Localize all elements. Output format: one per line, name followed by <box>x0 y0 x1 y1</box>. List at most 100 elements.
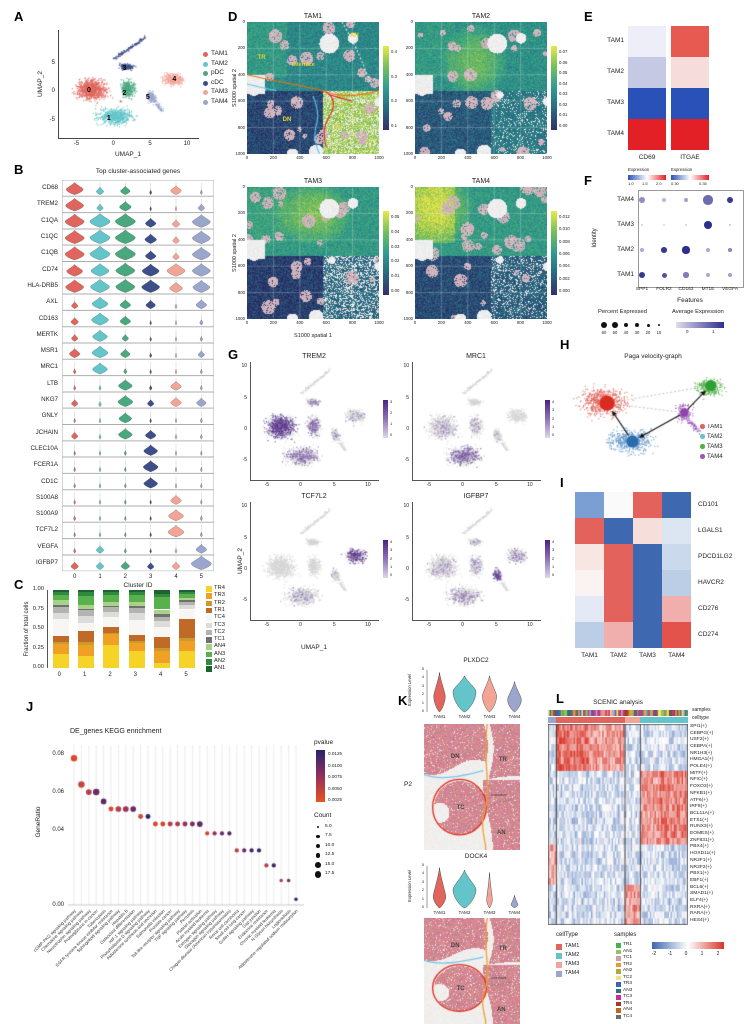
i-row-label: PDCD1LG2 <box>698 552 733 560</box>
celltype-annotation-segment <box>640 717 688 723</box>
gene-label: C1QB <box>41 249 58 257</box>
b-x-tick: 4 <box>174 574 178 581</box>
a-legend-dot <box>203 52 208 57</box>
panel-label-h: H <box>560 337 570 352</box>
d-colorbar-tick: 0.05 <box>391 214 400 219</box>
f-row-label: TAM2 <box>617 245 634 253</box>
c-bar-segment <box>128 607 145 614</box>
k-x-category: TAM1 <box>433 714 446 719</box>
g-colorbar-tick: 3 <box>552 547 555 553</box>
g-colorbar-tick: 3 <box>390 399 393 404</box>
panel-label-i: I <box>560 475 564 490</box>
c-y-tick: 0.00 <box>32 664 44 670</box>
g-x-tick: 10 <box>527 622 533 628</box>
cluster-id-label: 2 <box>122 90 127 98</box>
c-bar-segment <box>154 590 170 594</box>
c-legend-swatch <box>206 666 212 672</box>
c-legend-label: TC2 <box>214 628 225 635</box>
violin-row-box <box>62 277 214 294</box>
violin-shape <box>73 450 76 456</box>
g-title-trem2: TREM2 <box>302 353 326 360</box>
violin-shape <box>167 525 185 538</box>
violin-shape <box>192 279 210 293</box>
violin-shape <box>149 515 152 521</box>
f-dot <box>639 247 645 253</box>
e-legend-tick: 2.0 <box>656 181 662 186</box>
violin-shape <box>99 418 101 424</box>
gene-label: C1QC <box>40 233 58 241</box>
j-count-legend-tick: 15.0 <box>325 861 335 867</box>
j-count-legend-tick: 5.0 <box>325 823 332 829</box>
violin-shape <box>195 543 207 554</box>
c-bar-segment <box>78 604 94 609</box>
c-y-axis <box>47 590 48 668</box>
k-title-plxdc2: PLXDC2 <box>463 657 489 664</box>
violin-shape <box>149 352 152 359</box>
violin-shape <box>71 431 78 440</box>
c-y-tick: 0.50 <box>32 625 44 631</box>
c-bar-segment <box>179 600 196 602</box>
c-bar-segment <box>128 602 145 607</box>
i-heatmap-cell <box>633 596 662 622</box>
violin-shape <box>115 245 136 261</box>
violin-shape <box>175 352 177 358</box>
g-y-tick: 10 <box>403 503 409 510</box>
g-y-tick: -5 <box>404 456 409 463</box>
i-heatmap-cell <box>575 518 604 544</box>
j-pvalue-tick: 0.0025 <box>328 797 343 802</box>
c-legend-swatch <box>206 622 212 628</box>
d-colorbar-tick: 0.2 <box>391 98 397 104</box>
l-scale-tick: 0 <box>684 951 688 957</box>
d-colorbar-tick: 0.02 <box>391 258 400 264</box>
f-dot <box>683 272 689 278</box>
g-colorbar-tick: 0 <box>552 572 555 577</box>
g-x-tick: 10 <box>365 622 371 628</box>
k-x-category: TAM3 <box>483 910 496 915</box>
l-sample-label: TC3 <box>623 994 633 999</box>
e-col-label: CD69 <box>638 154 656 161</box>
l-sample-swatch <box>616 943 621 948</box>
c-legend-label: AN1 <box>214 665 226 672</box>
violin-shape <box>198 350 205 358</box>
a-legend-dot <box>203 99 208 105</box>
c-bar-segment <box>78 610 94 616</box>
j-pvalue-gradient <box>316 750 325 802</box>
c-bar-segment <box>52 618 69 637</box>
histology-image-1 <box>424 724 520 850</box>
gene-label: IGFBP7 <box>35 559 58 567</box>
g-x-tick: 0 <box>299 622 302 628</box>
violin-shape <box>145 217 157 228</box>
j-pvalue-tick: 0.0100 <box>328 762 343 768</box>
a-y-tick: 5 <box>51 59 55 66</box>
f-dot <box>683 197 689 203</box>
g-colorbar <box>545 540 550 578</box>
l-sample-swatch <box>616 949 621 954</box>
violin-row-box <box>62 375 214 392</box>
violin-shape <box>175 450 177 456</box>
violin-shape <box>172 561 180 570</box>
d-title-tam3: TAM3 <box>303 178 323 185</box>
h-legend-dot <box>700 424 705 429</box>
violin-row-box <box>62 212 214 229</box>
region-label-tr: TR <box>257 55 266 61</box>
c-bar-segment <box>52 636 69 643</box>
i-heatmap-cell <box>662 622 691 648</box>
i-heatmap-cell <box>662 492 691 518</box>
k-y-tick: 3 <box>421 879 424 884</box>
l-sample-swatch <box>616 995 621 1000</box>
violin-row-box <box>62 457 214 474</box>
h-legend-label: TAM4 <box>707 453 723 460</box>
cluster-id-label: 3 <box>122 65 127 73</box>
g-colorbar-tick: 2 <box>552 415 555 421</box>
violin-shape <box>200 532 203 538</box>
c-legend-label: TC3 <box>214 621 225 628</box>
c-legend-label: TC4 <box>214 614 225 621</box>
f-percent-legend-tick: 10 <box>656 330 662 335</box>
c-bar-segment <box>52 607 69 613</box>
f-dot <box>684 223 688 227</box>
violin-shape <box>73 418 76 424</box>
paga-velocity-plot <box>565 366 741 466</box>
tf-row-label: NFKB1(+) <box>690 790 712 796</box>
j-y-tick: 0.06 <box>52 789 64 796</box>
g-x-tick: 5 <box>332 622 336 628</box>
